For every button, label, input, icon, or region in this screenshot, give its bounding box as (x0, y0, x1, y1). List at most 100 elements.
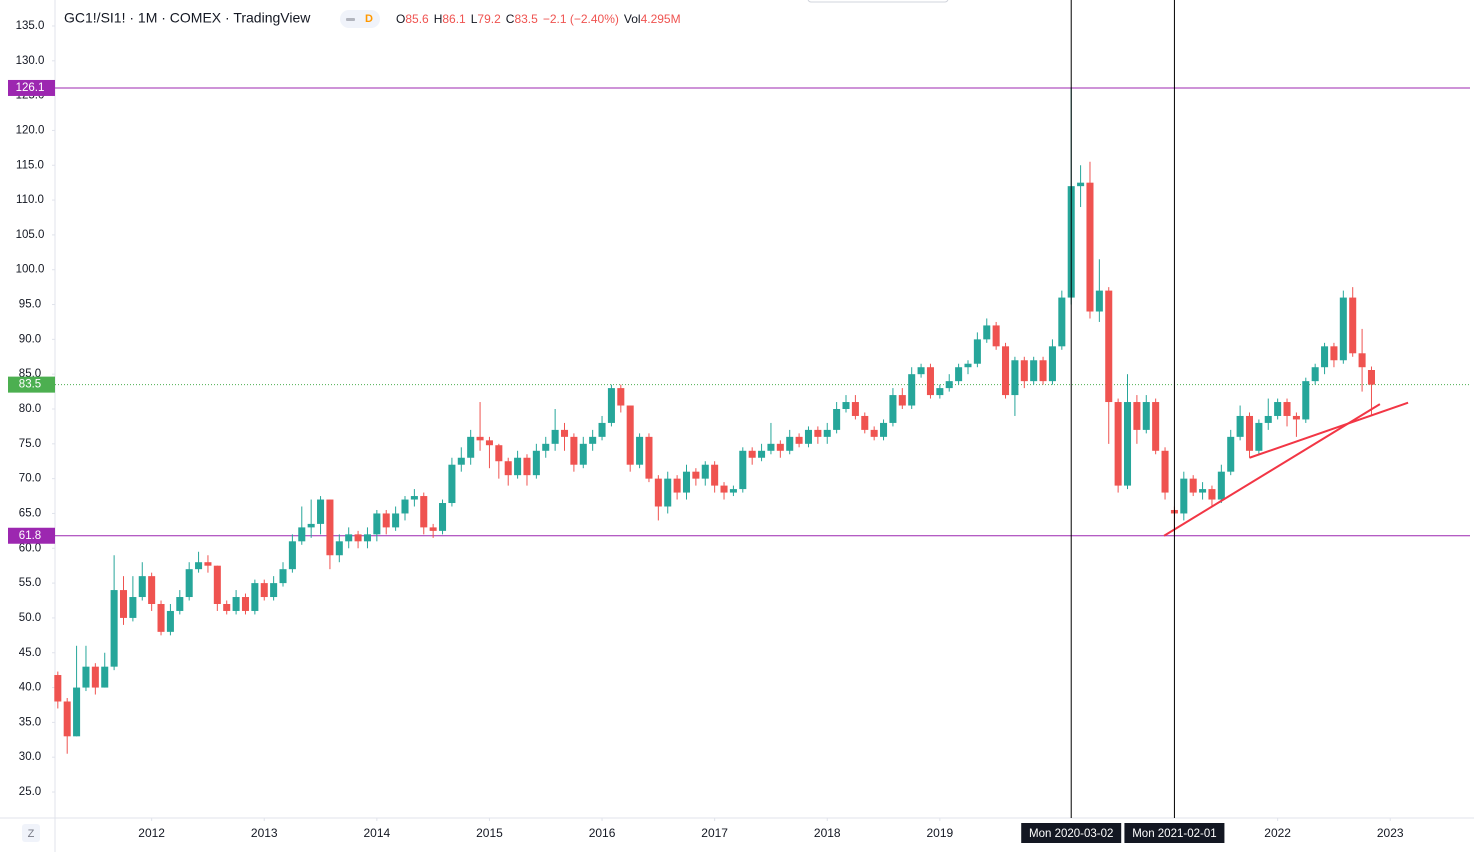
x-tick-label: 2013 (251, 826, 278, 840)
marker-label-bg (1124, 823, 1225, 843)
candle-body (335, 541, 343, 556)
candle-body (1321, 346, 1329, 368)
legend-key: Vol (624, 12, 641, 26)
candle-body (110, 590, 118, 667)
candle-body (157, 603, 165, 632)
candle-body (213, 565, 221, 604)
candle-body (1086, 182, 1094, 312)
y-tick-label: 65.0 (19, 507, 41, 519)
y-tick-label: 105.0 (16, 229, 45, 241)
candle-body (701, 464, 709, 479)
y-tick-label: 120.0 (16, 124, 45, 136)
chart-title: GC1!/SI1! · 1M · COMEX · TradingView (64, 10, 311, 26)
candle-body (589, 436, 597, 444)
candle-body (833, 409, 841, 430)
candle-body (579, 443, 587, 465)
candle-body (992, 325, 1000, 347)
candle-body (1274, 402, 1282, 416)
candle-body (842, 402, 850, 409)
candle-body (682, 471, 691, 493)
candle-body (401, 499, 409, 514)
candle-body (326, 499, 334, 556)
candle-body (467, 436, 475, 458)
toolbar-button[interactable] (22, 824, 40, 842)
badge-label: D (365, 13, 373, 25)
candle-body (288, 541, 296, 570)
legend-value: 86.1 (442, 12, 466, 26)
candle-body (1077, 182, 1085, 187)
candle-body (851, 402, 859, 416)
y-tick-label: 130.0 (16, 55, 45, 67)
last-price-bg (8, 376, 55, 393)
candle-body (607, 388, 615, 423)
candle-body (861, 415, 869, 430)
toolbar-label[interactable]: Z (28, 828, 35, 840)
level-label: 61.8 (19, 530, 41, 542)
candle-body (711, 464, 719, 486)
candle-body (1030, 360, 1038, 382)
candle-body (504, 461, 512, 476)
candle-body (1133, 402, 1141, 430)
candle-body (270, 583, 278, 598)
legend: O85.6 H86.1 L79.2 C83.5 −2.1 (−2.40%) Vol4.29… (396, 12, 681, 26)
candle-body (1039, 360, 1047, 382)
x-tick-label: 2019 (926, 826, 953, 840)
marker-label: Mon 2020-03-02 (1029, 828, 1113, 840)
candle-body (185, 569, 193, 598)
candle-body (1058, 297, 1066, 347)
candle-body (63, 701, 71, 737)
trendline (1163, 403, 1381, 537)
candle-body (758, 450, 766, 458)
candle-body (232, 597, 240, 611)
candle-body (795, 436, 803, 444)
candle-body (1189, 478, 1197, 493)
candle-body (439, 503, 447, 531)
y-tick-label: 35.0 (19, 716, 41, 728)
marker-label-bg (1021, 823, 1122, 843)
candle-body (1339, 297, 1347, 361)
candle-body (1142, 402, 1150, 430)
x-tick-label: 2015 (476, 826, 503, 840)
candle-body (551, 429, 559, 444)
candle-body (880, 422, 888, 437)
candle-body (345, 534, 353, 542)
candle-body (1367, 370, 1375, 385)
candle-body (673, 478, 681, 493)
y-tick-label: 115.0 (16, 159, 44, 171)
candle-body (1217, 471, 1225, 500)
candle-body (495, 445, 503, 462)
candle-body (448, 464, 456, 504)
candle-body (739, 450, 747, 490)
candle-body (373, 513, 381, 535)
candle-body (767, 443, 775, 451)
y-tick-label: 25.0 (19, 786, 41, 798)
candle-body (748, 450, 756, 458)
candle-body (542, 443, 550, 451)
y-tick-label: 30.0 (19, 751, 41, 763)
candle-body (1292, 415, 1300, 420)
candle-body (204, 562, 212, 566)
candle-body (1255, 422, 1263, 451)
candle-body (776, 443, 784, 451)
top-tab[interactable] (807, 0, 949, 3)
candle-body (908, 374, 916, 406)
candle-body (729, 489, 737, 493)
legend-key: C (506, 12, 515, 26)
candle-body (654, 478, 662, 507)
candle-body (514, 457, 522, 476)
candle-body (1227, 436, 1235, 472)
candle-body (410, 496, 418, 500)
legend-key: L (471, 12, 478, 26)
y-tick-label: 100.0 (16, 264, 45, 276)
candle-body (1020, 360, 1028, 382)
candle-body (317, 499, 325, 524)
candle-body (945, 381, 953, 389)
marker-label: Mon 2021-02-01 (1132, 828, 1216, 840)
candle-body (148, 576, 156, 604)
candle-body (1180, 478, 1188, 514)
y-tick-label: 80.0 (19, 403, 41, 415)
candle-body (823, 429, 831, 437)
candle-body (1264, 415, 1272, 423)
x-tick-label: 2018 (814, 826, 841, 840)
candle-body (251, 583, 259, 611)
